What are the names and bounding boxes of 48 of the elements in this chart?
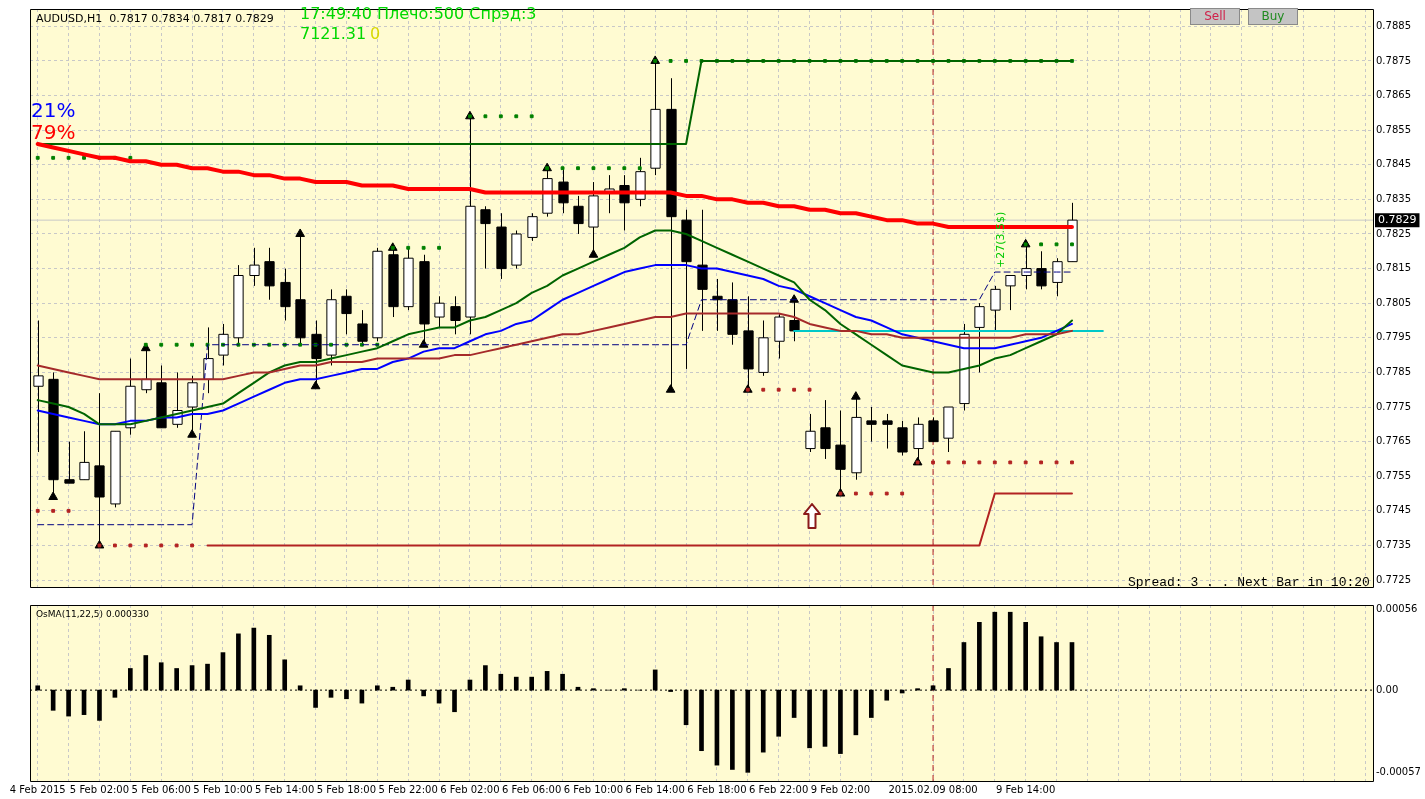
x-tick-label: 9 Feb 14:00 bbox=[996, 783, 1056, 795]
annotation: 17:49:40 Плечо:500 Спрэд:3 bbox=[300, 4, 537, 23]
y-tick-label: 0.7875 bbox=[1376, 54, 1411, 66]
y-tick-label: 0.7845 bbox=[1376, 158, 1411, 170]
annotation: Sell bbox=[1190, 8, 1240, 25]
y-tick-label: 0.00056 bbox=[1376, 602, 1418, 614]
y-tick-label: 0.7865 bbox=[1376, 89, 1411, 101]
annotation: 79% bbox=[31, 120, 76, 144]
y-tick-label: 0.7735 bbox=[1376, 539, 1411, 551]
chart-title: AUDUSD,H1 0.7817 0.7834 0.7817 0.7829 bbox=[36, 12, 274, 26]
x-tick-label: 6 Feb 22:00 bbox=[749, 783, 809, 795]
y-tick-label: 0.7835 bbox=[1376, 192, 1411, 204]
annotation: Buy bbox=[1248, 8, 1298, 25]
x-tick-label: 5 Feb 14:00 bbox=[255, 783, 315, 795]
y-tick-label: 0.7815 bbox=[1376, 262, 1411, 274]
y-tick-label: 0.7725 bbox=[1376, 573, 1411, 585]
x-tick-label: 5 Feb 22:00 bbox=[378, 783, 438, 795]
annotation: 7121.31 bbox=[300, 24, 367, 43]
annotation: +27(3.5$) bbox=[994, 211, 1007, 268]
x-tick-label: 4 Feb 2015 bbox=[9, 783, 66, 795]
y-tick-label: 0.7775 bbox=[1376, 400, 1411, 412]
x-tick-label: 6 Feb 02:00 bbox=[440, 783, 500, 795]
annotation: 0 bbox=[370, 24, 381, 43]
y-tick-label: 0.7765 bbox=[1376, 435, 1411, 447]
y-tick-label: 0.7795 bbox=[1376, 331, 1411, 343]
y-tick-label: 0.7745 bbox=[1376, 504, 1411, 516]
chart-title: OsMA(11,22,5) 0.000330 bbox=[36, 608, 150, 619]
x-tick-label: 6 Feb 18:00 bbox=[687, 783, 747, 795]
y-tick-label: 0.7855 bbox=[1376, 123, 1411, 135]
x-tick-label: 9 Feb 02:00 bbox=[810, 783, 871, 795]
x-tick-label: 5 Feb 06:00 bbox=[131, 783, 191, 795]
x-tick-label: 6 Feb 14:00 bbox=[625, 783, 685, 795]
y-tick-label: 0.7785 bbox=[1376, 366, 1411, 378]
ref-line-label: 0.7829 bbox=[1378, 212, 1417, 226]
x-tick-label: 5 Feb 18:00 bbox=[316, 783, 377, 795]
y-tick-label: 0.7755 bbox=[1376, 469, 1411, 481]
x-tick-label: 5 Feb 02:00 bbox=[69, 783, 130, 795]
annotation: 21% bbox=[31, 98, 76, 122]
y-tick-label: 0.7805 bbox=[1376, 296, 1411, 308]
annotation: Spread: 3 . . Next Bar in 10:20 bbox=[1128, 575, 1370, 590]
x-tick-label: 6 Feb 10:00 bbox=[563, 783, 624, 795]
y-tick-label: -0.00057 bbox=[1376, 765, 1421, 777]
y-tick-label: 0.7825 bbox=[1376, 227, 1411, 239]
x-tick-label: 2015.02.09 08:00 bbox=[888, 783, 978, 795]
y-tick-label: 0.00 bbox=[1376, 683, 1399, 695]
x-tick-label: 6 Feb 06:00 bbox=[502, 783, 562, 795]
x-tick-label: 5 Feb 10:00 bbox=[193, 783, 253, 795]
y-tick-label: 0.7885 bbox=[1376, 19, 1411, 31]
